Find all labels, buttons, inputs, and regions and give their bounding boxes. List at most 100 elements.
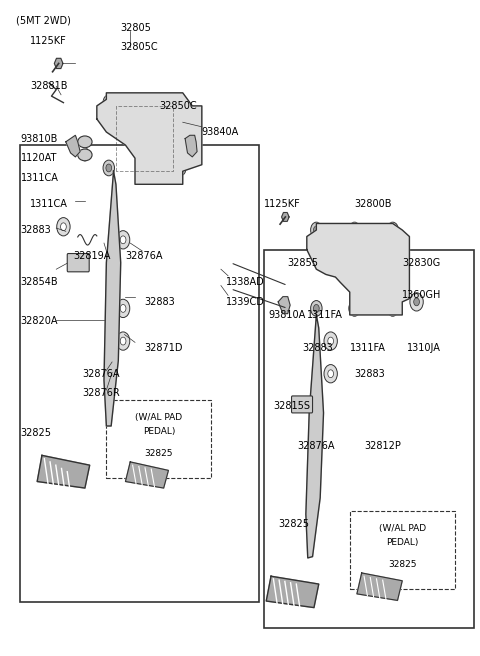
Text: 32825: 32825	[144, 449, 173, 458]
Text: 32805: 32805	[120, 22, 152, 33]
Text: 32825: 32825	[21, 428, 51, 438]
Text: 1339CD: 1339CD	[226, 297, 264, 307]
Circle shape	[387, 222, 398, 238]
Circle shape	[390, 226, 396, 234]
Text: 32825: 32825	[278, 519, 309, 529]
Text: 32883: 32883	[144, 297, 175, 307]
Text: PEDAL): PEDAL)	[386, 538, 419, 546]
Text: 1120AT: 1120AT	[21, 153, 57, 163]
Bar	[107, 400, 211, 478]
Circle shape	[352, 304, 358, 312]
Ellipse shape	[78, 149, 92, 161]
Text: 93810A: 93810A	[269, 310, 306, 320]
Text: (5MT 2WD): (5MT 2WD)	[16, 16, 71, 26]
Circle shape	[390, 304, 396, 312]
Circle shape	[116, 299, 130, 318]
Circle shape	[116, 231, 130, 249]
Circle shape	[120, 236, 126, 244]
Bar	[21, 145, 259, 602]
Circle shape	[178, 164, 183, 172]
Text: 1311FA: 1311FA	[307, 310, 343, 320]
Circle shape	[311, 300, 322, 316]
Ellipse shape	[78, 136, 92, 148]
Circle shape	[142, 164, 147, 172]
Text: 32871D: 32871D	[144, 342, 183, 352]
Circle shape	[349, 222, 360, 238]
Circle shape	[313, 304, 319, 312]
Text: 1360GH: 1360GH	[402, 291, 442, 300]
Circle shape	[142, 98, 147, 106]
Circle shape	[410, 293, 423, 311]
Polygon shape	[37, 455, 90, 488]
FancyBboxPatch shape	[67, 253, 89, 272]
Polygon shape	[97, 93, 202, 184]
Text: 32815S: 32815S	[274, 401, 311, 411]
FancyBboxPatch shape	[291, 396, 312, 413]
Text: 1311FA: 1311FA	[350, 342, 385, 352]
Text: 32883: 32883	[355, 369, 385, 379]
Text: 32830G: 32830G	[402, 258, 441, 268]
Text: 32876R: 32876R	[83, 388, 120, 398]
Text: 32876A: 32876A	[297, 441, 335, 451]
Bar	[264, 250, 474, 628]
Text: 32855: 32855	[288, 258, 319, 268]
Text: 32805C: 32805C	[120, 42, 158, 52]
Text: 1125KF: 1125KF	[30, 35, 67, 45]
Circle shape	[120, 304, 126, 312]
Circle shape	[60, 223, 66, 231]
Circle shape	[328, 337, 334, 345]
Circle shape	[57, 218, 70, 236]
Polygon shape	[282, 213, 289, 221]
Text: 1310JA: 1310JA	[407, 342, 441, 352]
Text: 32883: 32883	[302, 342, 333, 352]
Polygon shape	[306, 315, 324, 558]
Circle shape	[106, 164, 112, 172]
Circle shape	[311, 222, 322, 238]
Text: 32854B: 32854B	[21, 277, 58, 287]
Polygon shape	[104, 171, 120, 426]
Polygon shape	[66, 135, 80, 157]
Text: 93810B: 93810B	[21, 134, 58, 144]
Circle shape	[324, 332, 337, 350]
Circle shape	[352, 226, 358, 234]
Circle shape	[175, 160, 186, 176]
Circle shape	[328, 370, 334, 378]
Text: (W/AL PAD: (W/AL PAD	[135, 413, 182, 422]
Text: 1311CA: 1311CA	[30, 199, 68, 209]
Text: 93840A: 93840A	[202, 127, 239, 137]
Text: 1311CA: 1311CA	[21, 173, 59, 183]
Polygon shape	[125, 462, 168, 488]
Text: 32876A: 32876A	[83, 369, 120, 379]
Polygon shape	[278, 297, 290, 314]
Circle shape	[116, 332, 130, 350]
Circle shape	[324, 365, 337, 383]
Circle shape	[175, 95, 186, 110]
Bar	[350, 511, 455, 589]
Polygon shape	[307, 224, 409, 315]
Circle shape	[139, 95, 150, 110]
Text: 32800B: 32800B	[355, 199, 392, 209]
Text: (W/AL PAD: (W/AL PAD	[379, 523, 426, 533]
Text: 32850C: 32850C	[159, 101, 196, 111]
Polygon shape	[266, 576, 319, 607]
Circle shape	[106, 98, 112, 106]
Circle shape	[103, 160, 115, 176]
Circle shape	[313, 226, 319, 234]
Text: 1125KF: 1125KF	[264, 199, 300, 209]
Text: 32819A: 32819A	[73, 251, 110, 261]
Text: PEDAL): PEDAL)	[143, 426, 175, 436]
Circle shape	[414, 298, 420, 306]
Text: 32812P: 32812P	[364, 441, 401, 451]
Text: 32876A: 32876A	[125, 251, 163, 261]
Text: 32881B: 32881B	[30, 81, 68, 91]
Polygon shape	[185, 135, 197, 157]
Polygon shape	[357, 573, 402, 600]
Text: 32820A: 32820A	[21, 316, 58, 327]
Circle shape	[349, 300, 360, 316]
Polygon shape	[54, 58, 63, 68]
Circle shape	[139, 160, 150, 176]
Circle shape	[120, 337, 126, 345]
Circle shape	[387, 300, 398, 316]
Text: 32883: 32883	[21, 225, 51, 235]
Text: 32825: 32825	[388, 560, 417, 569]
